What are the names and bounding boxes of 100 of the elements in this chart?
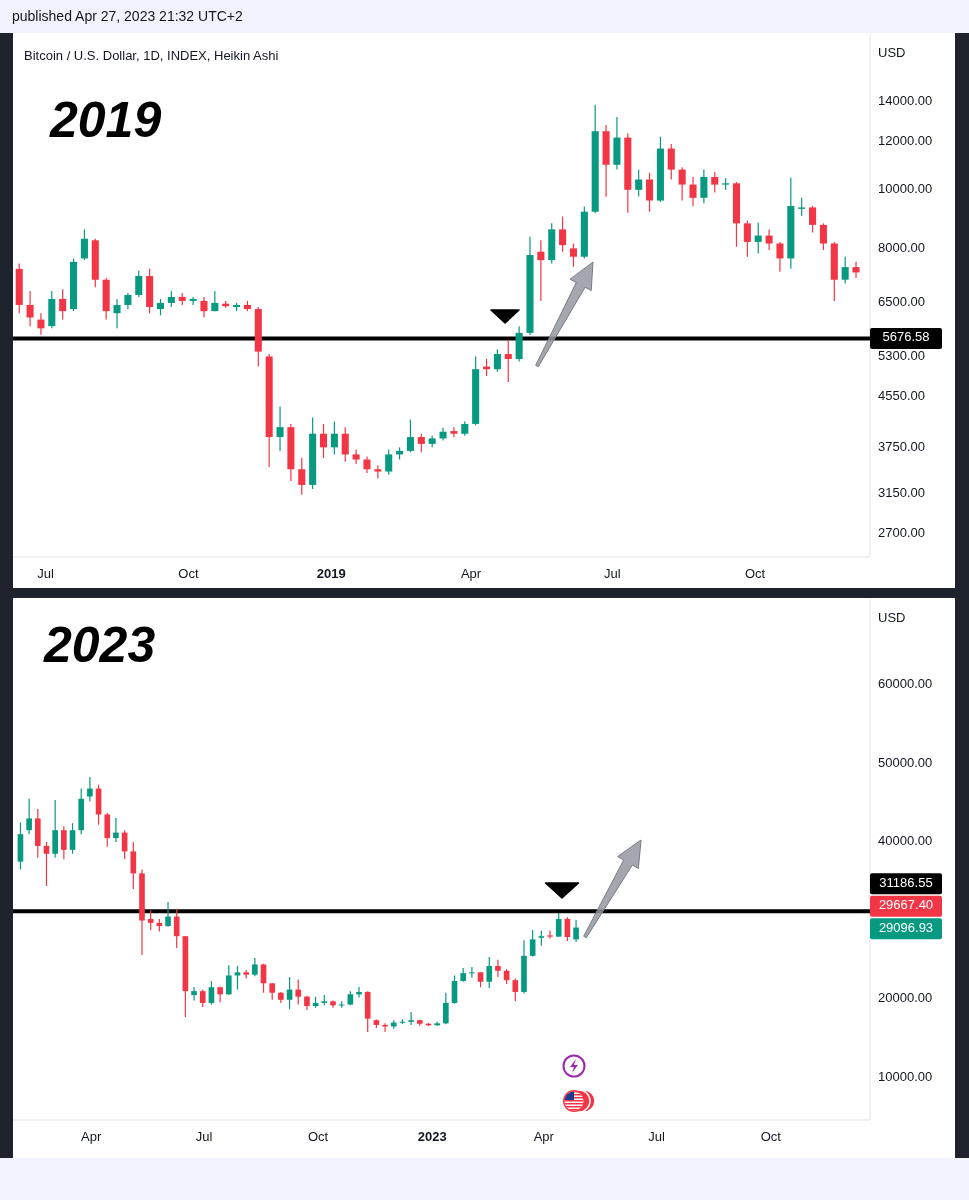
- y-tick-label: 50000.00: [878, 754, 933, 770]
- candlestick: [529, 929, 536, 958]
- y-tick-label: 5300.00: [878, 347, 925, 363]
- x-tick-label: Oct: [178, 566, 199, 581]
- y-tick-label: 10000.00: [878, 1068, 933, 1084]
- candlestick: [113, 298, 121, 329]
- y-tick-label: 4550.00: [878, 388, 925, 404]
- candlestick: [469, 966, 475, 979]
- candlestick: [504, 339, 512, 383]
- x-tick-label: Oct: [307, 1129, 329, 1144]
- candlestick: [754, 222, 762, 254]
- candlestick: [43, 841, 50, 887]
- candlestick: [260, 963, 267, 994]
- candlestick: [319, 423, 328, 459]
- x-tick-label: Oct: [760, 1129, 782, 1144]
- candlestick: [559, 215, 567, 253]
- candlestick: [417, 433, 425, 453]
- candlestick: [330, 420, 338, 456]
- candlestick: [61, 825, 67, 860]
- text: Bitcoin / U.S. Dollar, 1D, INDEX, Heikin Ashi: [24, 48, 279, 63]
- candlestick: [385, 448, 393, 476]
- x-tick-label: Jul: [195, 1129, 213, 1144]
- y-tick-label: 12000.00: [878, 133, 933, 149]
- candlestick: [573, 919, 579, 943]
- candlestick: [667, 143, 675, 181]
- candlestick: [646, 172, 654, 213]
- candlestick: [189, 296, 197, 306]
- x-tick-label: 2019: [316, 566, 346, 581]
- candlestick: [173, 908, 180, 949]
- y-tick-label: 3750.00: [878, 438, 925, 454]
- x-tick-label: Oct: [745, 566, 766, 581]
- candlestick: [69, 822, 76, 855]
- candlestick: [486, 956, 493, 989]
- candlestick: [711, 171, 719, 194]
- candlestick: [689, 176, 697, 207]
- x-tick-label: Apr: [460, 566, 482, 581]
- candlestick: [87, 776, 93, 802]
- candlestick: [356, 986, 362, 999]
- y-tick-label: 2700.00: [878, 525, 925, 541]
- candlestick: [765, 228, 773, 251]
- candlestick: [165, 901, 171, 928]
- candlestick: [80, 228, 88, 261]
- candlestick: [743, 219, 751, 258]
- candlestick: [113, 817, 119, 843]
- y-tick-label: 60000.00: [878, 676, 933, 692]
- candlestick: [208, 980, 215, 1006]
- candlestick: [493, 348, 501, 373]
- x-tick-label: Jul: [37, 566, 55, 581]
- candlestick: [841, 256, 849, 285]
- candlestick: [59, 288, 67, 321]
- y-tick-label: 14000.00: [878, 92, 933, 108]
- candlestick: [443, 992, 449, 1025]
- x-tick-label: Jul: [603, 566, 621, 581]
- text: 2019: [49, 92, 162, 148]
- candlestick: [635, 169, 643, 198]
- candlestick: [252, 957, 258, 977]
- candlestick: [408, 1011, 414, 1026]
- y-tick-label: 10000.00: [878, 181, 933, 197]
- candlestick: [537, 239, 545, 302]
- candlestick: [450, 426, 458, 438]
- candlestick: [147, 909, 154, 931]
- candlestick: [798, 197, 806, 217]
- candlestick: [298, 457, 306, 496]
- candlestick: [569, 242, 577, 268]
- text: 29667.40: [878, 897, 934, 913]
- candlestick: [52, 799, 58, 859]
- candlestick: [700, 168, 708, 204]
- y-axis-title: USD: [878, 45, 906, 60]
- y-tick-label: 20000.00: [878, 990, 933, 1006]
- x-tick-label: Apr: [533, 1129, 555, 1144]
- candlestick: [341, 426, 349, 463]
- candlestick: [26, 798, 32, 835]
- candlestick: [352, 448, 360, 465]
- chart-subtitle: 2023: [43, 617, 156, 673]
- text: 29096.93: [878, 920, 934, 936]
- candlestick: [819, 222, 827, 251]
- candlestick: [555, 912, 562, 938]
- y-tick-label: 6500.00: [878, 294, 925, 310]
- y-tick-label: 40000.00: [878, 833, 933, 849]
- x-tick-label: 2023: [417, 1129, 447, 1144]
- candlestick: [776, 241, 784, 273]
- candlestick: [135, 270, 143, 298]
- x-tick-label: Apr: [81, 1129, 102, 1144]
- candlestick: [104, 812, 111, 848]
- candlestick: [406, 418, 414, 453]
- candlestick: [547, 930, 553, 940]
- ref-line-label: 31186.55: [879, 875, 933, 891]
- candlestick: [512, 978, 519, 1002]
- candlestick: [191, 986, 197, 1002]
- candlestick: [217, 985, 223, 1003]
- candlestick: [295, 978, 302, 1006]
- y-tick-label: 8000.00: [878, 239, 925, 255]
- candlestick: [678, 166, 686, 202]
- y-tick-label: 3150.00: [878, 484, 925, 500]
- y-axis-title: USD: [878, 610, 906, 625]
- candlestick: [37, 312, 45, 336]
- candlestick: [495, 959, 501, 978]
- candlestick: [130, 841, 137, 890]
- text: published Apr 27, 2023 21:32 UTC+2: [12, 8, 243, 24]
- candlestick: [225, 964, 232, 996]
